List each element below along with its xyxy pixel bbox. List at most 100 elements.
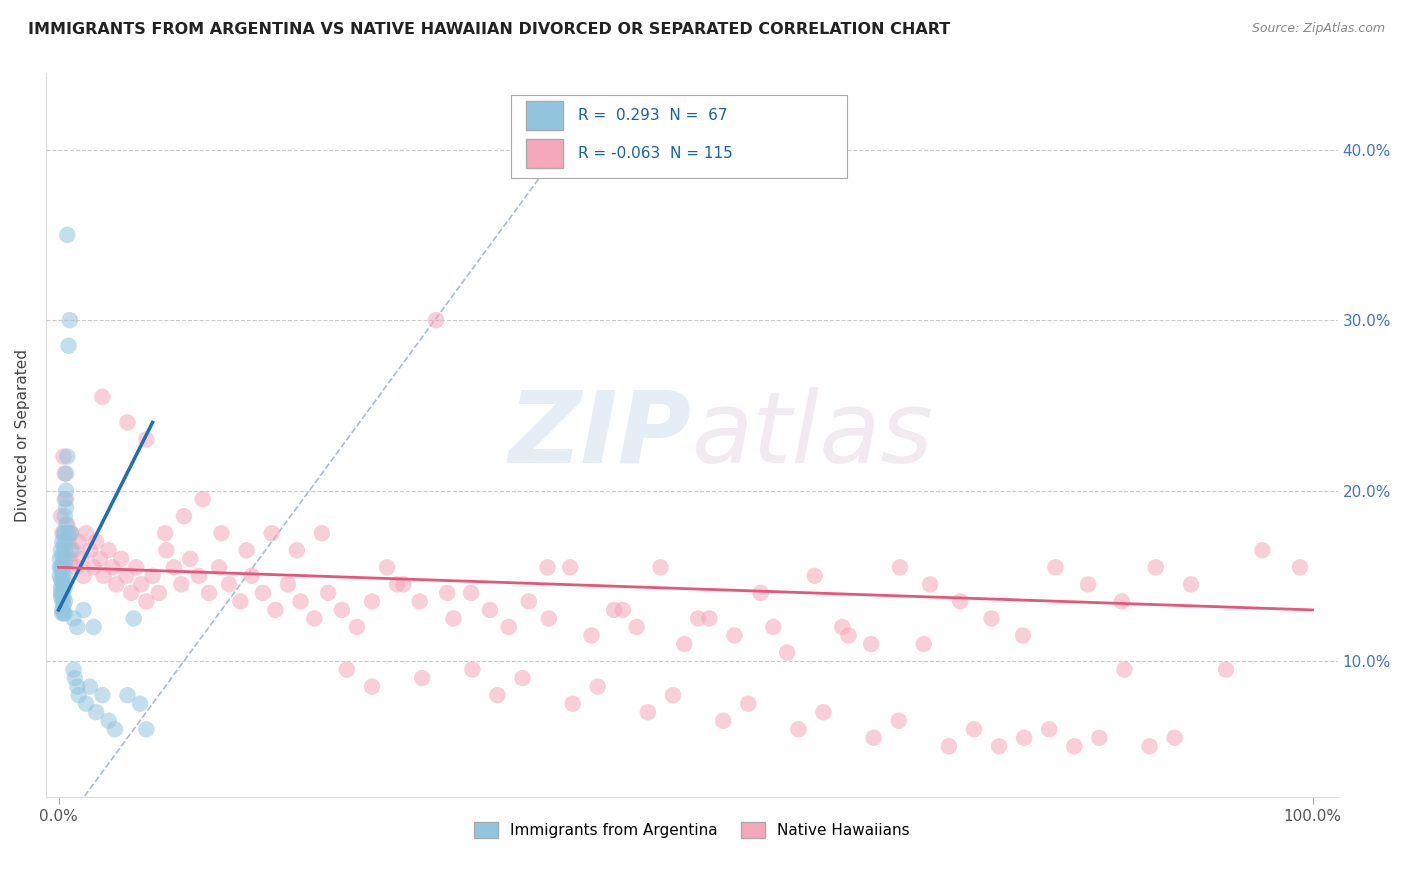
Point xyxy=(179,551,201,566)
Point xyxy=(411,671,433,685)
Text: atlas: atlas xyxy=(692,387,934,483)
Point xyxy=(84,705,107,719)
Point xyxy=(115,569,138,583)
Point xyxy=(581,628,603,642)
FancyBboxPatch shape xyxy=(510,95,846,178)
Point xyxy=(330,603,353,617)
Point xyxy=(252,586,274,600)
Point xyxy=(53,594,76,608)
Point xyxy=(650,560,672,574)
Point xyxy=(385,577,408,591)
Point xyxy=(55,517,77,532)
Point xyxy=(56,450,79,464)
Point xyxy=(1038,723,1060,737)
Point xyxy=(51,569,73,583)
Point xyxy=(52,551,75,566)
Point xyxy=(229,594,252,608)
Point xyxy=(55,492,77,507)
Point xyxy=(70,551,93,566)
Point xyxy=(486,688,509,702)
Point xyxy=(53,509,76,524)
Point xyxy=(79,680,101,694)
Y-axis label: Divorced or Separated: Divorced or Separated xyxy=(15,349,30,522)
Point xyxy=(1012,731,1035,745)
Point xyxy=(813,705,835,719)
Point xyxy=(277,577,299,591)
Point xyxy=(63,671,86,685)
Point xyxy=(49,572,72,586)
Point xyxy=(97,714,120,728)
Point xyxy=(52,526,75,541)
Point xyxy=(75,526,97,541)
Point xyxy=(838,628,860,642)
Point xyxy=(392,577,415,591)
Point xyxy=(285,543,308,558)
Point xyxy=(129,577,152,591)
Point xyxy=(191,492,214,507)
Point xyxy=(51,577,73,591)
Point xyxy=(120,586,142,600)
Point xyxy=(290,594,312,608)
Point xyxy=(148,586,170,600)
Point xyxy=(62,611,84,625)
Point xyxy=(97,543,120,558)
Point xyxy=(980,611,1002,625)
Text: R =  0.293  N =  67: R = 0.293 N = 67 xyxy=(578,108,728,123)
Point xyxy=(110,551,132,566)
Point xyxy=(49,560,72,574)
Point xyxy=(361,594,384,608)
Point xyxy=(375,560,398,574)
Point xyxy=(59,551,82,566)
Point xyxy=(1144,560,1167,574)
Point xyxy=(561,697,583,711)
Point xyxy=(84,534,107,549)
Point xyxy=(938,739,960,754)
Point xyxy=(170,577,193,591)
Point xyxy=(762,620,785,634)
Point xyxy=(49,560,72,574)
Point xyxy=(461,663,484,677)
Point xyxy=(55,534,77,549)
Point xyxy=(55,467,77,481)
Point xyxy=(55,551,77,566)
Point xyxy=(142,569,165,583)
Point xyxy=(988,739,1011,754)
Point xyxy=(311,526,333,541)
Point xyxy=(49,589,72,603)
Point xyxy=(52,572,75,586)
Point xyxy=(125,560,148,574)
Point xyxy=(51,526,73,541)
Point xyxy=(89,551,111,566)
Point xyxy=(737,697,759,711)
Point xyxy=(104,723,127,737)
Point xyxy=(52,589,75,603)
Point xyxy=(612,603,634,617)
Point xyxy=(122,611,145,625)
Point xyxy=(49,569,72,583)
Point xyxy=(51,586,73,600)
Point xyxy=(67,534,90,549)
Point xyxy=(1088,731,1111,745)
Point xyxy=(1114,663,1136,677)
Point xyxy=(163,560,186,574)
Point xyxy=(58,339,80,353)
Point xyxy=(52,581,75,595)
Point xyxy=(1012,628,1035,642)
Point xyxy=(51,594,73,608)
Point xyxy=(53,492,76,507)
Point xyxy=(1077,577,1099,591)
Point xyxy=(749,586,772,600)
Point xyxy=(173,509,195,524)
Point xyxy=(91,688,114,702)
Point xyxy=(75,697,97,711)
Point xyxy=(1045,560,1067,574)
Point xyxy=(460,586,482,600)
Point xyxy=(536,560,558,574)
Point xyxy=(949,594,972,608)
Point xyxy=(478,603,501,617)
Point xyxy=(52,607,75,621)
Point xyxy=(101,560,124,574)
Point xyxy=(135,594,157,608)
Point xyxy=(52,538,75,552)
Point xyxy=(346,620,368,634)
